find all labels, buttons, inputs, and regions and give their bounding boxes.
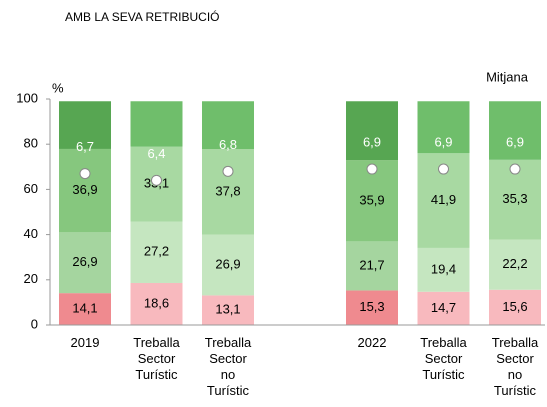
mean-label: 6,9 bbox=[363, 134, 381, 149]
bar-segment bbox=[346, 241, 398, 291]
mean-dot bbox=[366, 163, 378, 175]
x-tick-label: Treballa Sector Turístic bbox=[420, 335, 467, 382]
mean-label: 6,9 bbox=[434, 134, 452, 149]
value-label: 14,7 bbox=[431, 300, 456, 315]
value-label: 13,1 bbox=[215, 302, 240, 317]
bar-segment bbox=[202, 234, 254, 296]
bar-segment bbox=[417, 247, 470, 292]
y-tick-label: 80 bbox=[24, 136, 38, 151]
value-label: 19,4 bbox=[431, 261, 456, 276]
y-tick-label: 100 bbox=[16, 90, 38, 105]
bar-segment bbox=[346, 290, 398, 325]
chart-title: AMB LA SEVA RETRIBUCIÓ bbox=[65, 9, 220, 24]
value-label: 35,9 bbox=[359, 192, 384, 207]
mean-dot bbox=[438, 163, 449, 175]
bar-segment bbox=[59, 148, 111, 233]
bar-segment bbox=[417, 101, 470, 154]
bar-segment bbox=[130, 221, 183, 283]
x-tick-label: Treballa Sector Turístic bbox=[133, 335, 180, 382]
bar-segment bbox=[59, 232, 111, 294]
x-tick-label: 2019 bbox=[71, 335, 100, 350]
mean-label: 6,9 bbox=[506, 134, 524, 149]
bar-segment bbox=[489, 239, 541, 290]
mean-label: 6,8 bbox=[219, 137, 237, 152]
bar-segment bbox=[59, 101, 111, 149]
y-axis-label: % bbox=[52, 80, 64, 95]
y-tick-label: 20 bbox=[24, 271, 38, 286]
value-label: 35,3 bbox=[502, 191, 527, 206]
bar-segment bbox=[346, 101, 398, 161]
value-label: 15,3 bbox=[359, 299, 384, 314]
x-tick-label: Treballa Sector no Turístic bbox=[205, 335, 252, 398]
bar-segment bbox=[202, 295, 254, 325]
bar-segment bbox=[417, 291, 470, 325]
x-tick-label: Treballa Sector no Turístic bbox=[492, 335, 539, 398]
value-label: 21,7 bbox=[359, 257, 384, 272]
mean-label: 6,4 bbox=[147, 146, 165, 161]
mean-dot bbox=[79, 168, 91, 180]
value-label: 37,8 bbox=[215, 183, 240, 198]
mean-dot bbox=[509, 163, 521, 175]
value-label: 27,2 bbox=[144, 244, 169, 259]
bar-segment bbox=[130, 101, 183, 147]
mean-label: 6,7 bbox=[76, 139, 94, 154]
value-label: 36,9 bbox=[72, 182, 97, 197]
mean-dot bbox=[222, 165, 234, 177]
bar-segment bbox=[59, 293, 111, 325]
bar-segment bbox=[130, 282, 183, 325]
legend-mean: Mitjana bbox=[486, 69, 529, 84]
value-label: 18,6 bbox=[144, 295, 169, 310]
bar-segment bbox=[202, 149, 254, 235]
mean-dot bbox=[151, 174, 162, 186]
value-label: 26,9 bbox=[215, 256, 240, 271]
value-label: 14,1 bbox=[72, 301, 97, 316]
value-label: 26,9 bbox=[72, 254, 97, 269]
x-tick-label: 2022 bbox=[358, 335, 387, 350]
value-label: 15,6 bbox=[502, 299, 527, 314]
bar-segment bbox=[489, 289, 541, 325]
bar-segment bbox=[202, 101, 254, 150]
y-tick-label: 0 bbox=[31, 316, 38, 331]
y-tick-label: 60 bbox=[24, 181, 38, 196]
value-label: 41,9 bbox=[431, 192, 456, 207]
y-tick-label: 40 bbox=[24, 226, 38, 241]
bar-segment bbox=[489, 101, 541, 160]
value-label: 22,2 bbox=[502, 256, 527, 271]
